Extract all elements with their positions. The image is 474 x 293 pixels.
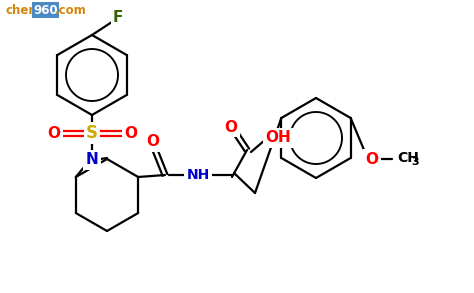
Text: chem: chem (5, 4, 40, 16)
Text: O: O (47, 125, 61, 141)
Text: 3: 3 (411, 157, 419, 167)
Text: S: S (86, 124, 98, 142)
Text: OH: OH (265, 130, 291, 146)
Text: N: N (86, 152, 99, 168)
Text: .com: .com (55, 4, 87, 16)
Text: O: O (125, 125, 137, 141)
Text: O: O (146, 134, 159, 149)
Text: F: F (113, 11, 123, 25)
Text: 960: 960 (33, 4, 58, 16)
Text: O: O (365, 151, 379, 166)
Text: CH: CH (397, 151, 419, 165)
Text: NH: NH (186, 168, 210, 182)
Text: O: O (225, 120, 237, 134)
